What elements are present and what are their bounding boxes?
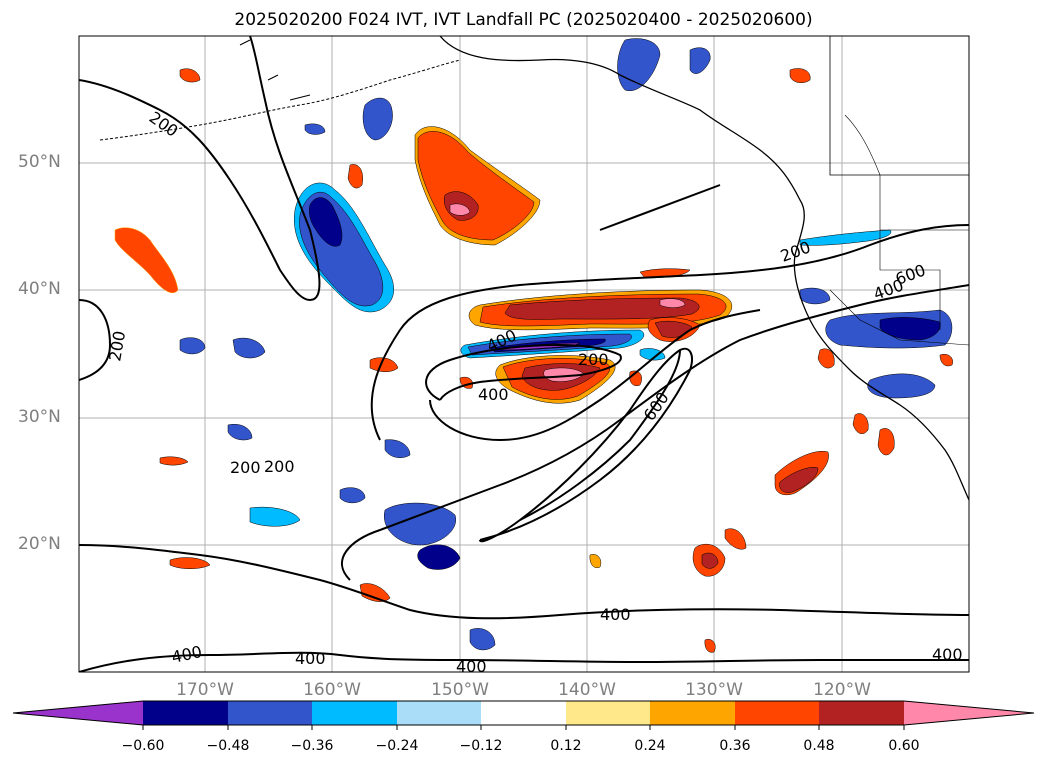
map-plot-area: 200 200 200 200 200 200 400 400 400 400 … <box>79 36 969 676</box>
positive-pc-regions <box>114 68 953 653</box>
colorbar-extension-high <box>904 701 1034 725</box>
ivt-contours <box>79 36 969 672</box>
latitude-label: 20°N <box>18 534 61 554</box>
contour-label: 400 <box>478 385 509 404</box>
colorbar-tick-label: −0.36 <box>290 738 334 754</box>
contour-label: 200 <box>578 350 609 369</box>
colorbar-bin <box>650 701 735 725</box>
colorbar-tick-label: 0.12 <box>550 738 582 754</box>
contour-label: 400 <box>456 657 487 676</box>
colorbar-tick-label: −0.12 <box>459 738 503 754</box>
latitude-label: 50°N <box>18 152 61 172</box>
contour-label: 400 <box>932 645 963 664</box>
longitude-label: 130°W <box>685 680 743 700</box>
map-title: 2025020200 F024 IVT, IVT Landfall PC (20… <box>234 10 813 30</box>
contour-label: 400 <box>600 605 631 624</box>
longitude-label: 160°W <box>303 680 361 700</box>
colorbar-tick-label: 0.48 <box>803 738 835 754</box>
longitude-label: 170°W <box>176 680 234 700</box>
colorbar-bin <box>228 701 312 725</box>
colorbar-bin <box>735 701 819 725</box>
colorbar-tick-label: −0.24 <box>375 738 419 754</box>
colorbar-bin <box>143 701 228 725</box>
colorbar-bin <box>481 701 566 725</box>
contour-label: 200 <box>230 458 261 477</box>
colorbar-bin <box>397 701 481 725</box>
latitude-label: 40°N <box>18 279 61 299</box>
colorbar-extension-low <box>13 701 143 725</box>
coastlines <box>99 36 969 501</box>
colorbar-tick-label: −0.60 <box>121 738 165 754</box>
colorbar-tick-label: −0.48 <box>206 738 250 754</box>
gridlines <box>79 36 969 672</box>
colorbar-tick-label: 0.36 <box>719 738 751 754</box>
colorbar-bin <box>819 701 904 725</box>
colorbar-bin <box>566 701 650 725</box>
map-frame <box>78 35 970 673</box>
colorbar-tick-label: 0.60 <box>888 738 920 754</box>
longitude-label: 150°W <box>431 680 489 700</box>
colorbar <box>12 700 1035 730</box>
latitude-label: 30°N <box>18 407 61 427</box>
colorbar-tick-label: 0.24 <box>634 738 666 754</box>
contour-label: 400 <box>295 649 326 668</box>
longitude-label: 140°W <box>558 680 616 700</box>
longitude-label: 120°W <box>813 680 871 700</box>
contour-label: 200 <box>264 457 295 476</box>
negative-pc-regions <box>179 38 953 651</box>
colorbar-bin <box>312 701 397 725</box>
